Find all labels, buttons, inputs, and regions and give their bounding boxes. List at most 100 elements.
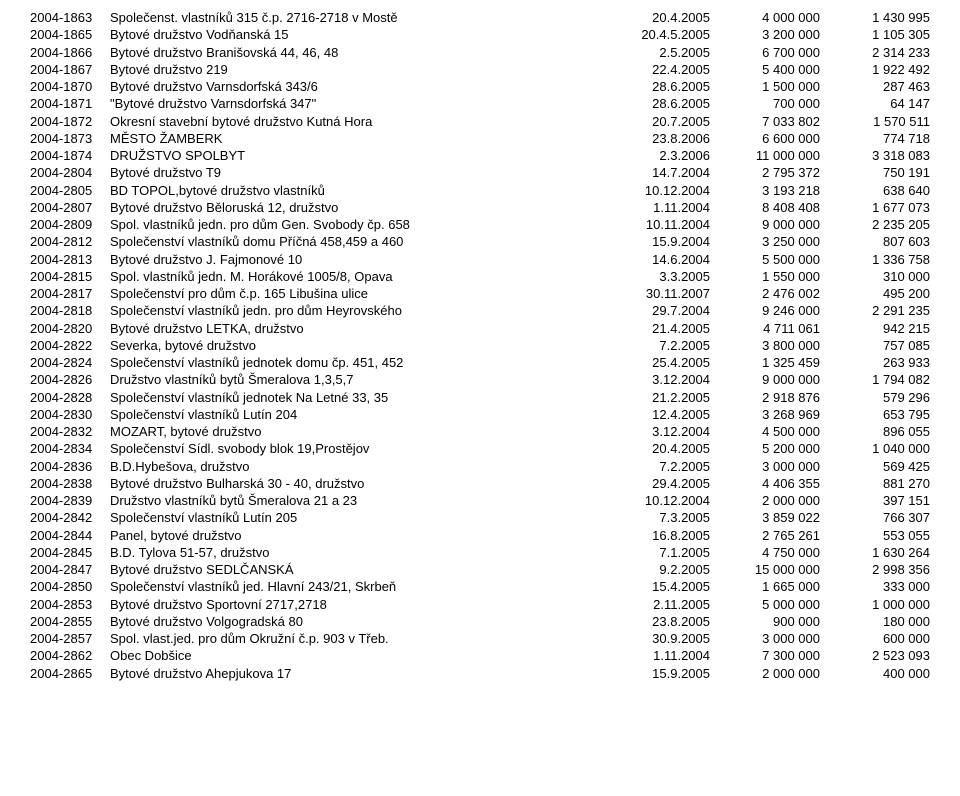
cell-amount-1: 3 250 000 (710, 234, 820, 250)
cell-amount-2: 397 151 (820, 493, 930, 509)
cell-amount-1: 3 193 218 (710, 183, 820, 199)
cell-id: 2004-2822 (30, 338, 110, 354)
cell-amount-2: 553 055 (820, 528, 930, 544)
table-row: 2004-2839Družstvo vlastníků bytů Šmeralo… (30, 493, 930, 509)
table-row: 2004-2845B.D. Tylova 51-57, družstvo7.1.… (30, 545, 930, 561)
cell-amount-2: 757 085 (820, 338, 930, 354)
cell-amount-2: 180 000 (820, 614, 930, 630)
cell-date: 3.12.2004 (620, 424, 710, 440)
cell-amount-2: 774 718 (820, 131, 930, 147)
cell-amount-1: 2 476 002 (710, 286, 820, 302)
cell-id: 2004-2836 (30, 459, 110, 475)
table-row: 2004-2855Bytové družstvo Volgogradská 80… (30, 614, 930, 630)
cell-id: 2004-2809 (30, 217, 110, 233)
cell-id: 2004-1873 (30, 131, 110, 147)
cell-amount-1: 6 700 000 (710, 45, 820, 61)
cell-amount-1: 1 325 459 (710, 355, 820, 371)
cell-id: 2004-2838 (30, 476, 110, 492)
table-row: 2004-1873MĚSTO ŽAMBERK23.8.20066 600 000… (30, 131, 930, 147)
cell-amount-1: 7 300 000 (710, 648, 820, 664)
cell-name: Společenství vlastníků Lutín 204 (110, 407, 620, 423)
cell-date: 3.12.2004 (620, 372, 710, 388)
table-row: 2004-1863Společenst. vlastníků 315 č.p. … (30, 10, 930, 26)
table-row: 2004-2830Společenství vlastníků Lutín 20… (30, 407, 930, 423)
cell-amount-2: 1 105 305 (820, 27, 930, 43)
table-row: 2004-1872Okresní stavební bytové družstv… (30, 114, 930, 130)
cell-amount-2: 1 040 000 (820, 441, 930, 457)
cell-name: Spol. vlastníků jedn. M. Horákové 1005/8… (110, 269, 620, 285)
cell-amount-1: 5 200 000 (710, 441, 820, 457)
table-row: 2004-2834Společenství Sídl. svobody blok… (30, 441, 930, 457)
table-row: 2004-1874DRUŽSTVO SPOLBYT2.3.200611 000 … (30, 148, 930, 164)
cell-name: Společenství vlastníků jed. Hlavní 243/2… (110, 579, 620, 595)
table-row: 2004-2832MOZART, bytové družstvo3.12.200… (30, 424, 930, 440)
cell-name: Společenství Sídl. svobody blok 19,Prost… (110, 441, 620, 457)
table-row: 2004-2818Společenství vlastníků jedn. pr… (30, 303, 930, 319)
cell-date: 7.2.2005 (620, 459, 710, 475)
cell-id: 2004-2857 (30, 631, 110, 647)
cell-amount-2: 2 291 235 (820, 303, 930, 319)
table-row: 2004-2807Bytové družstvo Běloruská 12, d… (30, 200, 930, 216)
cell-date: 2.5.2005 (620, 45, 710, 61)
cell-date: 12.4.2005 (620, 407, 710, 423)
table-row: 2004-2804Bytové družstvo T914.7.20042 79… (30, 165, 930, 181)
cell-name: DRUŽSTVO SPOLBYT (110, 148, 620, 164)
cell-id: 2004-2842 (30, 510, 110, 526)
cell-amount-1: 2 000 000 (710, 666, 820, 682)
cell-id: 2004-2865 (30, 666, 110, 682)
table-row: 2004-1871"Bytové družstvo Varnsdorfská 3… (30, 96, 930, 112)
cell-amount-1: 11 000 000 (710, 148, 820, 164)
cell-date: 9.2.2005 (620, 562, 710, 578)
cell-amount-1: 2 000 000 (710, 493, 820, 509)
cell-date: 15.4.2005 (620, 579, 710, 595)
cell-amount-2: 2 235 205 (820, 217, 930, 233)
table-row: 2004-2815Spol. vlastníků jedn. M. Horáko… (30, 269, 930, 285)
cell-name: B.D.Hybešova, družstvo (110, 459, 620, 475)
cell-amount-1: 5 500 000 (710, 252, 820, 268)
cell-name: Společenství vlastníků Lutín 205 (110, 510, 620, 526)
cell-id: 2004-1870 (30, 79, 110, 95)
cell-amount-2: 3 318 083 (820, 148, 930, 164)
cell-amount-1: 3 000 000 (710, 459, 820, 475)
cell-name: "Bytové družstvo Varnsdorfská 347" (110, 96, 620, 112)
cell-amount-1: 7 033 802 (710, 114, 820, 130)
cell-amount-1: 9 246 000 (710, 303, 820, 319)
cell-amount-1: 8 408 408 (710, 200, 820, 216)
cell-name: Bytové družstvo Volgogradská 80 (110, 614, 620, 630)
cell-date: 20.4.2005 (620, 10, 710, 26)
cell-id: 2004-2813 (30, 252, 110, 268)
cell-name: Spol. vlast.jed. pro dům Okružní č.p. 90… (110, 631, 620, 647)
cell-amount-1: 3 800 000 (710, 338, 820, 354)
table-row: 2004-2828Společenství vlastníků jednotek… (30, 390, 930, 406)
cell-date: 25.4.2005 (620, 355, 710, 371)
cell-amount-2: 287 463 (820, 79, 930, 95)
cell-amount-2: 1 336 758 (820, 252, 930, 268)
cell-amount-2: 263 933 (820, 355, 930, 371)
cell-date: 21.4.2005 (620, 321, 710, 337)
cell-id: 2004-2847 (30, 562, 110, 578)
cell-amount-1: 2 795 372 (710, 165, 820, 181)
cell-id: 2004-2828 (30, 390, 110, 406)
cell-name: MĚSTO ŽAMBERK (110, 131, 620, 147)
table-row: 2004-2817Společenství pro dům č.p. 165 L… (30, 286, 930, 302)
table-row: 2004-2822Severka, bytové družstvo7.2.200… (30, 338, 930, 354)
cell-date: 21.2.2005 (620, 390, 710, 406)
cell-id: 2004-2832 (30, 424, 110, 440)
cell-amount-1: 4 500 000 (710, 424, 820, 440)
cell-name: Společenst. vlastníků 315 č.p. 2716-2718… (110, 10, 620, 26)
table-row: 2004-2847Bytové družstvo SEDLČANSKÁ9.2.2… (30, 562, 930, 578)
cell-date: 30.11.2007 (620, 286, 710, 302)
cell-name: Bytové družstvo Branišovská 44, 46, 48 (110, 45, 620, 61)
cell-id: 2004-1866 (30, 45, 110, 61)
cell-date: 28.6.2005 (620, 79, 710, 95)
cell-amount-1: 2 918 876 (710, 390, 820, 406)
table-row: 2004-2813Bytové družstvo J. Fajmonové 10… (30, 252, 930, 268)
cell-amount-1: 9 000 000 (710, 217, 820, 233)
cell-name: Družstvo vlastníků bytů Šmeralova 21 a 2… (110, 493, 620, 509)
cell-name: Bytové družstvo SEDLČANSKÁ (110, 562, 620, 578)
table-row: 2004-1870Bytové družstvo Varnsdorfská 34… (30, 79, 930, 95)
cell-date: 10.12.2004 (620, 183, 710, 199)
cell-amount-1: 900 000 (710, 614, 820, 630)
cell-amount-2: 807 603 (820, 234, 930, 250)
cell-amount-2: 942 215 (820, 321, 930, 337)
